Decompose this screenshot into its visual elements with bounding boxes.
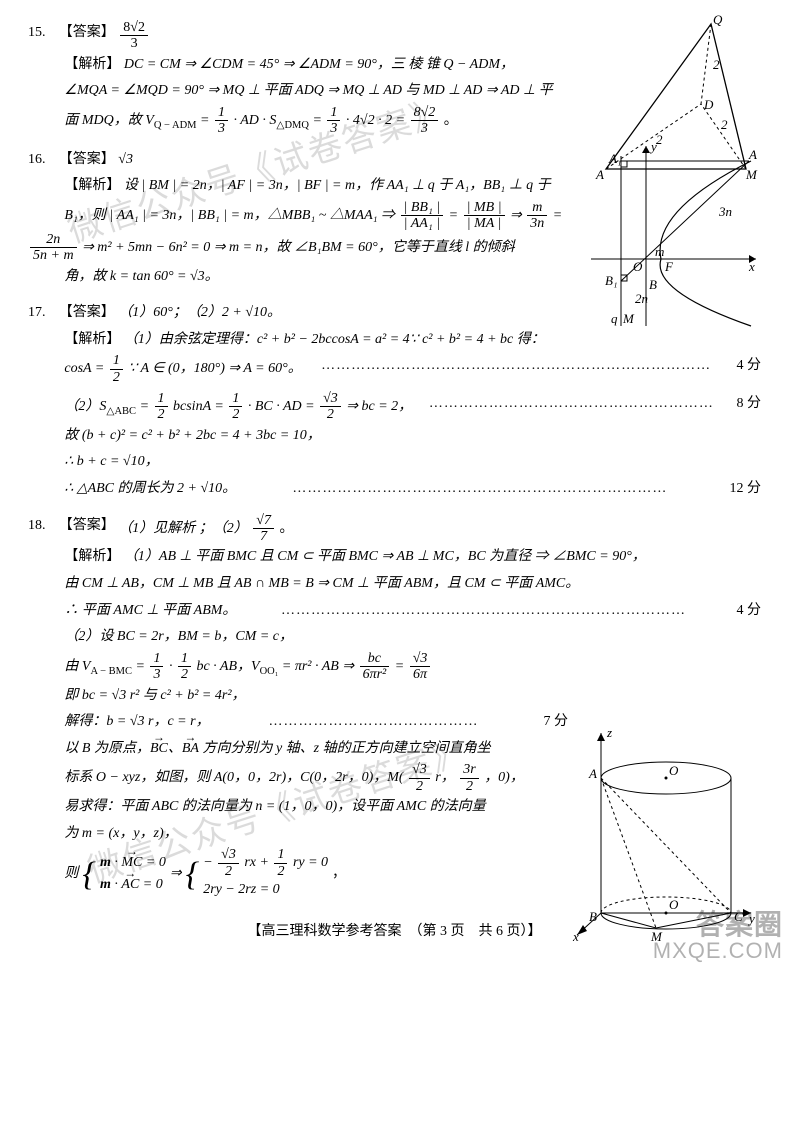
q18-l6: 即 bc = √3 r² 与 c² + b² = 4r²， [28,683,761,710]
q17-p1a: （1）由余弦定理得：c² + b² − 2bccosA = a² = 4∵ c²… [124,332,545,347]
corner-watermark: 答案圈 MXQE.COM [653,910,783,962]
q18-l9: 标系 O − xyz，如图，则 A(0，0，2r)，C(0，2r，0)，M( √… [28,762,558,794]
svg-text:B: B [649,277,657,292]
q17-score-8: 8 分 [731,391,762,423]
q15-ans-label: 【答案】 [59,20,115,47]
q17-p2a: （2）S△ABC = 12 bcsinA = 12 · BC · AD = √3… [28,391,761,423]
q17-p2c: ∴ b + c = √10， [28,449,761,476]
q18-l1: （1）AB ⊥ 平面 BMC 且 CM ⊂ 平面 BMC ⇒ AB ⊥ MC，B… [124,549,646,564]
question-18: 18. 【答案】 （1）见解析 ；（2） √77 。 【解析】 （1）AB ⊥ … [28,513,761,902]
svg-text:A₁: A₁ [608,151,621,166]
svg-text:A: A [748,147,757,162]
q17-score-12: 12 分 [724,476,762,503]
q15-number: 15. [28,20,59,47]
q18-l3: ∴ 平面 AMC ⊥ 平面 ABM。 ………………………………………………………… [28,598,761,625]
q17-ans-label: 【答案】 [59,300,115,327]
svg-text:m: m [655,244,664,259]
svg-text:O: O [669,763,679,778]
svg-text:z: z [606,725,612,740]
q18-l8: 以 B 为原点，BC、BA 方向分别为 y 轴、z 轴的正方向建立空间直角坐 [28,736,558,763]
q15-line3: 面 MDQ，故 VQ − ADM = 13 · AD · S△DMQ = 13 … [28,105,588,137]
svg-text:2: 2 [721,117,728,132]
svg-text:B₁: B₁ [605,273,617,288]
question-15: Q A M D 2 2 2 15. 【答案】 8√2 3 【解析】 DC = C… [28,20,761,137]
q15-answer: 8√2 3 [120,20,148,52]
question-16: A₁ A O F B₁ B M q x y m 2n 3n 16. 【答案】 √… [28,147,761,290]
q17-score-4: 4 分 [731,353,762,385]
q18-number: 18. [28,513,59,540]
q18-score-4: 4 分 [731,598,762,625]
q18-score-7: 7 分 [538,709,569,736]
q18-answer: （1）见解析 ；（2） √77 。 [118,513,293,545]
q18-l7: 解得：b = √3 r，c = r， …………………………………… 7 分 [28,709,568,736]
q16-number: 16. [28,147,59,174]
svg-text:3n: 3n [718,204,732,219]
q18-l10: 易求得：平面 ABC 的法向量为 n = (1，0，0)，设平面 AMC 的法向… [28,794,558,821]
q18-jiexi-label: 【解析】 [64,549,120,564]
q18-ans-label: 【答案】 [59,513,115,540]
svg-text:O: O [633,259,643,274]
svg-text:2: 2 [713,57,720,72]
q16-ans-label: 【答案】 [59,147,115,174]
q16-jiexi-label: 【解析】 [64,178,120,193]
q15-line2: ∠MQA = ∠MQD = 90° ⇒ MQ ⊥ 平面 ADQ ⇒ MQ ⊥ A… [28,78,588,105]
q15-line1: DC = CM ⇒ ∠CDM = 45° ⇒ ∠ADM = 90°，三 棱 锥 … [124,57,514,72]
svg-text:D: D [703,97,714,112]
q16-l2: B₁，则 | AA₁ | = 3n，| BB₁ | = m，△MBB₁ ~ △M… [28,200,583,232]
q17-jiexi-label: 【解析】 [64,332,120,347]
svg-text:y: y [649,141,657,154]
q18-l2: 由 CM ⊥ AB，CM ⊥ MB 且 AB ∩ MB = B ⇒ CM ⊥ 平… [28,571,761,598]
svg-text:A: A [588,766,597,781]
svg-text:x: x [572,929,579,943]
q16-l1: 设 | BM | = 2n，| AF | = 3n，| BF | = m，作 A… [124,178,551,193]
q17-p1b: cosA = 12 ∵ A ∈ (0，180°) ⇒ A = 60°。 …………… [28,353,761,385]
svg-text:F: F [664,259,674,274]
q18-l5: 由 VA − BMC = 13 · 12 bc · AB，VOO₁ = πr² … [28,651,558,683]
question-17: 17. 【答案】 （1）60°；（2）2 + √10。 【解析】 （1）由余弦定… [28,300,761,503]
svg-text:Q: Q [713,14,723,27]
q17-number: 17. [28,300,59,327]
q16-answer: √3 [118,147,133,174]
q17-p2d: ∴ △ABC 的周长为 2 + √10。 …………………………………………………… [28,476,761,503]
svg-text:x: x [748,259,755,274]
svg-text:B: B [589,909,597,924]
q16-l3: 2n5n + m ⇒ m² + 5mn − 6n² = 0 ⇒ m = n，故 … [28,232,583,264]
q15-jiexi-label: 【解析】 [64,57,120,72]
q17-answer: （1）60°；（2）2 + √10。 [118,300,281,327]
q18-l4: （2）设 BC = 2r，BM = b，CM = c， [28,624,761,651]
q17-p2b: 故 (b + c)² = c² + b² + 2bc = 4 + 3bc = 1… [28,423,761,450]
